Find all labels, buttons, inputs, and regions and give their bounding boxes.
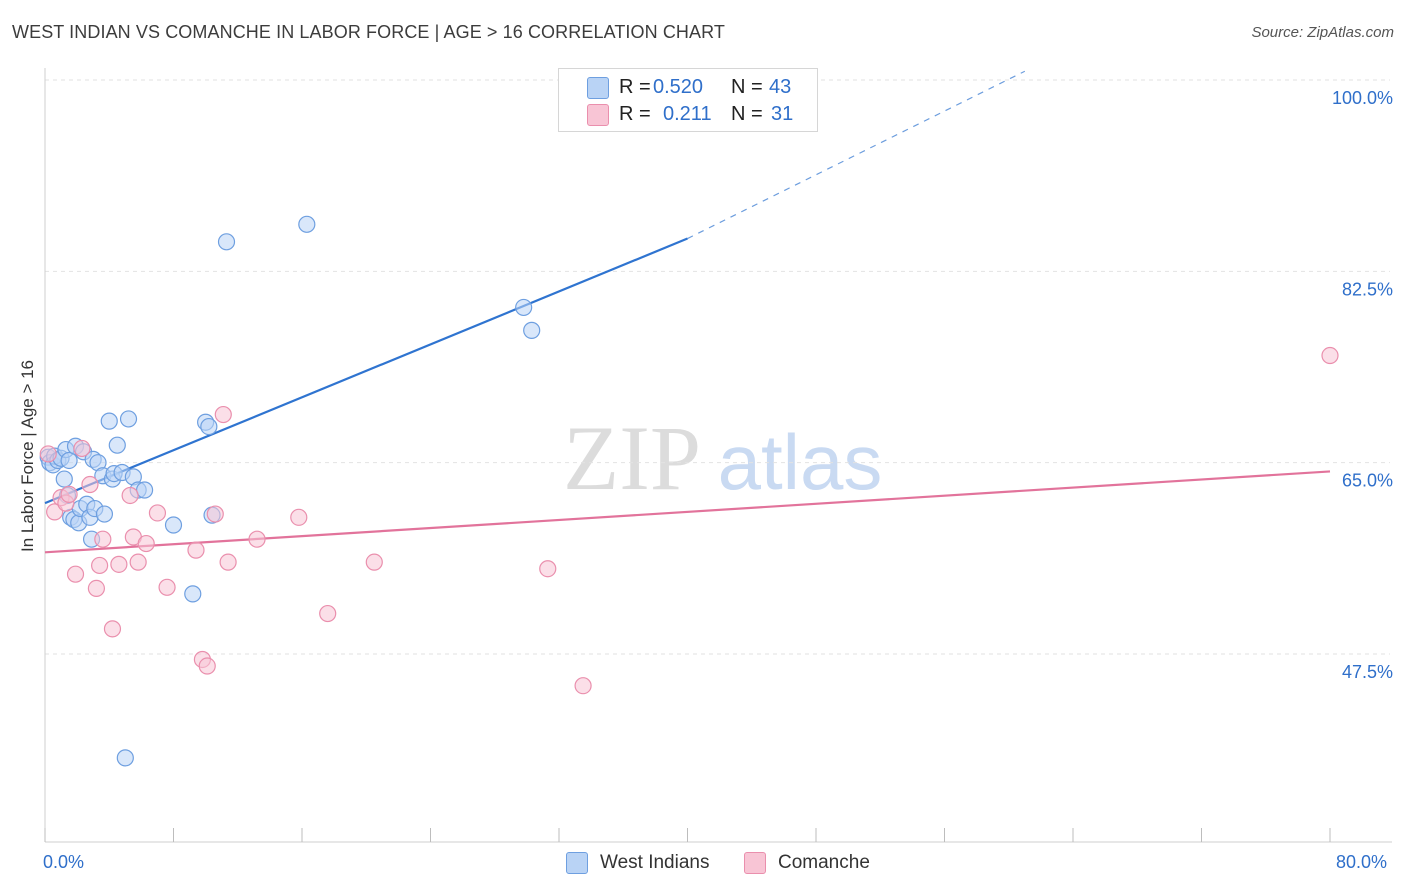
point-comanche-16 (137, 534, 155, 553)
x-tick-label-max: 80.0% (1336, 852, 1388, 872)
point-comanche-1 (46, 503, 64, 521)
point-west-indians-33 (135, 481, 154, 499)
chart-title: WEST INDIAN VS COMANCHE IN LABOR FORCE |… (12, 22, 726, 42)
point-comanche-26 (290, 508, 308, 526)
point-west-indians-23 (95, 505, 114, 523)
y-tick-label-2: 82.5% (1342, 279, 1393, 299)
point-comanche-17 (148, 504, 167, 522)
legend-swatch-west-indians (587, 77, 609, 99)
grid-lines (45, 79, 1390, 655)
point-comanche-24 (219, 553, 237, 571)
point-comanche-4 (60, 485, 78, 503)
point-comanche-31 (1321, 346, 1339, 365)
point-comanche-23 (214, 405, 232, 424)
correlation-legend: R = 0.520 N = 43 R = 0.211 N = 31 (558, 68, 818, 132)
legend-r-label-comanche: R = (619, 103, 651, 125)
point-west-indians-41 (515, 298, 533, 317)
trend-line-west-indians-extension (687, 70, 1026, 240)
point-comanche-9 (91, 556, 109, 575)
trend-line-west-indians (44, 237, 688, 505)
y-tick-label-3: 100.0% (1332, 88, 1393, 108)
legend-swatch-comanche (587, 104, 609, 126)
point-comanche-28 (365, 553, 383, 571)
legend-label-comanche: Comanche (778, 852, 870, 873)
legend-item-west-indians[interactable]: West Indians (566, 852, 709, 874)
y-tick-label-0: 47.5% (1342, 662, 1393, 682)
point-comanche-15 (129, 553, 147, 571)
series-legend: West Indians Comanche (0, 852, 1406, 880)
legend-label-west-indians: West Indians (600, 852, 710, 873)
point-west-indians-40 (298, 215, 316, 233)
point-comanche-7 (81, 475, 99, 494)
point-west-indians-42 (523, 321, 541, 339)
point-west-indians-6 (55, 470, 73, 488)
point-comanche-5 (66, 565, 85, 583)
point-comanche-10 (94, 530, 112, 548)
point-west-indians-35 (184, 585, 202, 603)
point-comanche-22 (206, 505, 224, 523)
point-west-indians-27 (108, 436, 126, 454)
point-comanche-6 (73, 439, 91, 458)
point-west-indians-39 (217, 233, 236, 251)
point-comanche-30 (574, 677, 592, 695)
point-west-indians-34 (164, 516, 183, 534)
point-comanche-19 (187, 541, 205, 559)
legend-r-value-west-indians: 0.520 (653, 76, 704, 98)
watermark-atlas: atlas (718, 418, 883, 506)
watermark-zip: ZIP (563, 407, 701, 509)
point-west-indians-37 (200, 417, 218, 436)
y-tick-label-1: 65.0% (1342, 471, 1393, 491)
legend-r-value-comanche: 0.211 (663, 103, 712, 125)
point-comanche-27 (319, 604, 337, 623)
legend-n-label-west-indians: N = (731, 76, 763, 98)
point-west-indians-24 (100, 412, 118, 430)
point-west-indians-9 (60, 451, 78, 470)
legend-marker-comanche (744, 852, 766, 874)
point-comanche-8 (87, 579, 106, 598)
source-credit: Source: ZipAtlas.com (1251, 24, 1394, 41)
legend-marker-west-indians (566, 852, 588, 874)
legend-n-label-comanche: N = (731, 103, 763, 125)
legend-r-label-west-indians: R = (619, 76, 651, 98)
point-comanche-18 (158, 578, 176, 596)
point-comanche-13 (121, 486, 139, 505)
legend-item-comanche[interactable]: Comanche (744, 852, 870, 874)
legend-n-value-west-indians: 43 (769, 76, 792, 98)
point-west-indians-30 (119, 410, 138, 428)
legend-n-value-comanche: 31 (771, 103, 794, 125)
point-comanche-25 (248, 530, 266, 548)
data-points (39, 215, 1339, 767)
point-comanche-21 (198, 657, 216, 675)
y-tick-labels: 47.5% 65.0% 82.5% 100.0% (1332, 88, 1393, 682)
point-comanche-11 (103, 620, 122, 638)
point-comanche-29 (539, 560, 557, 578)
x-tick-label-min: 0.0% (43, 852, 85, 872)
watermark: ZIP atlas (563, 407, 882, 509)
point-west-indians-29 (116, 749, 134, 767)
point-comanche-12 (110, 555, 128, 573)
point-comanche-0 (39, 445, 57, 463)
